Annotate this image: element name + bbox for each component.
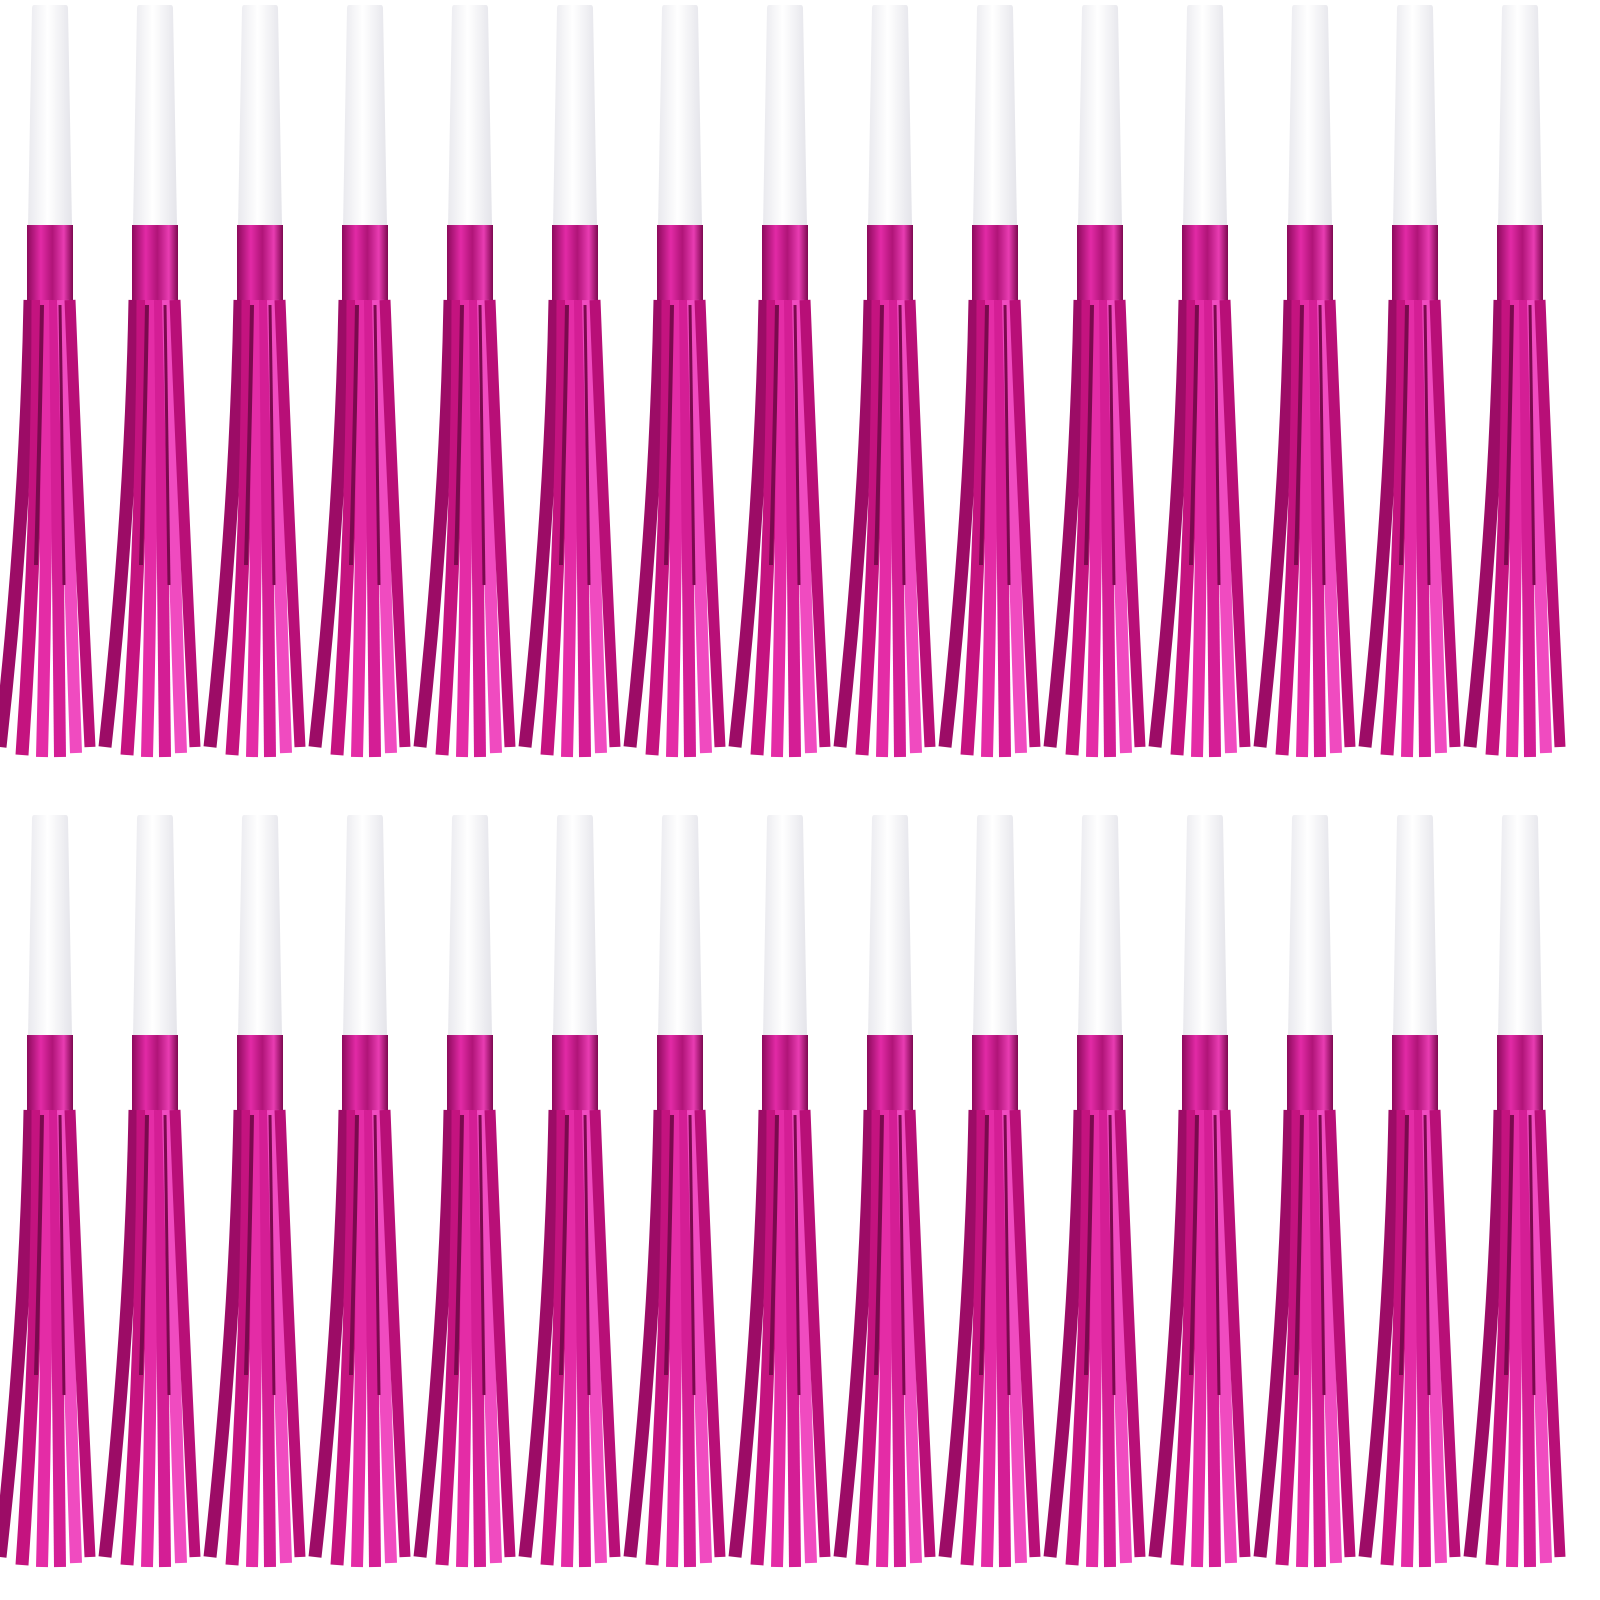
party-horn <box>945 5 1035 757</box>
party-horn <box>1050 5 1140 757</box>
party-horn <box>840 815 930 1567</box>
party-horn <box>1470 5 1560 757</box>
party-horn <box>630 815 720 1567</box>
party-horn <box>1260 5 1350 757</box>
party-horn <box>525 815 615 1567</box>
party-horn <box>1260 815 1350 1567</box>
party-horn <box>1155 5 1245 757</box>
party-horn <box>0 815 90 1567</box>
party-horn <box>735 5 825 757</box>
party-horn <box>1470 815 1560 1567</box>
party-horn <box>105 815 195 1567</box>
party-horn <box>735 815 825 1567</box>
party-horn <box>1365 815 1455 1567</box>
party-horn <box>1050 815 1140 1567</box>
party-horn <box>315 5 405 757</box>
party-horn <box>525 5 615 757</box>
party-horn <box>210 815 300 1567</box>
party-horn <box>315 815 405 1567</box>
party-horn <box>210 5 300 757</box>
party-horn <box>1155 815 1245 1567</box>
party-horn <box>0 5 90 757</box>
party-horn <box>420 5 510 757</box>
party-horn <box>840 5 930 757</box>
party-horn <box>420 815 510 1567</box>
party-horn <box>105 5 195 757</box>
party-horn <box>945 815 1035 1567</box>
party-horn <box>630 5 720 757</box>
party-horn <box>1365 5 1455 757</box>
